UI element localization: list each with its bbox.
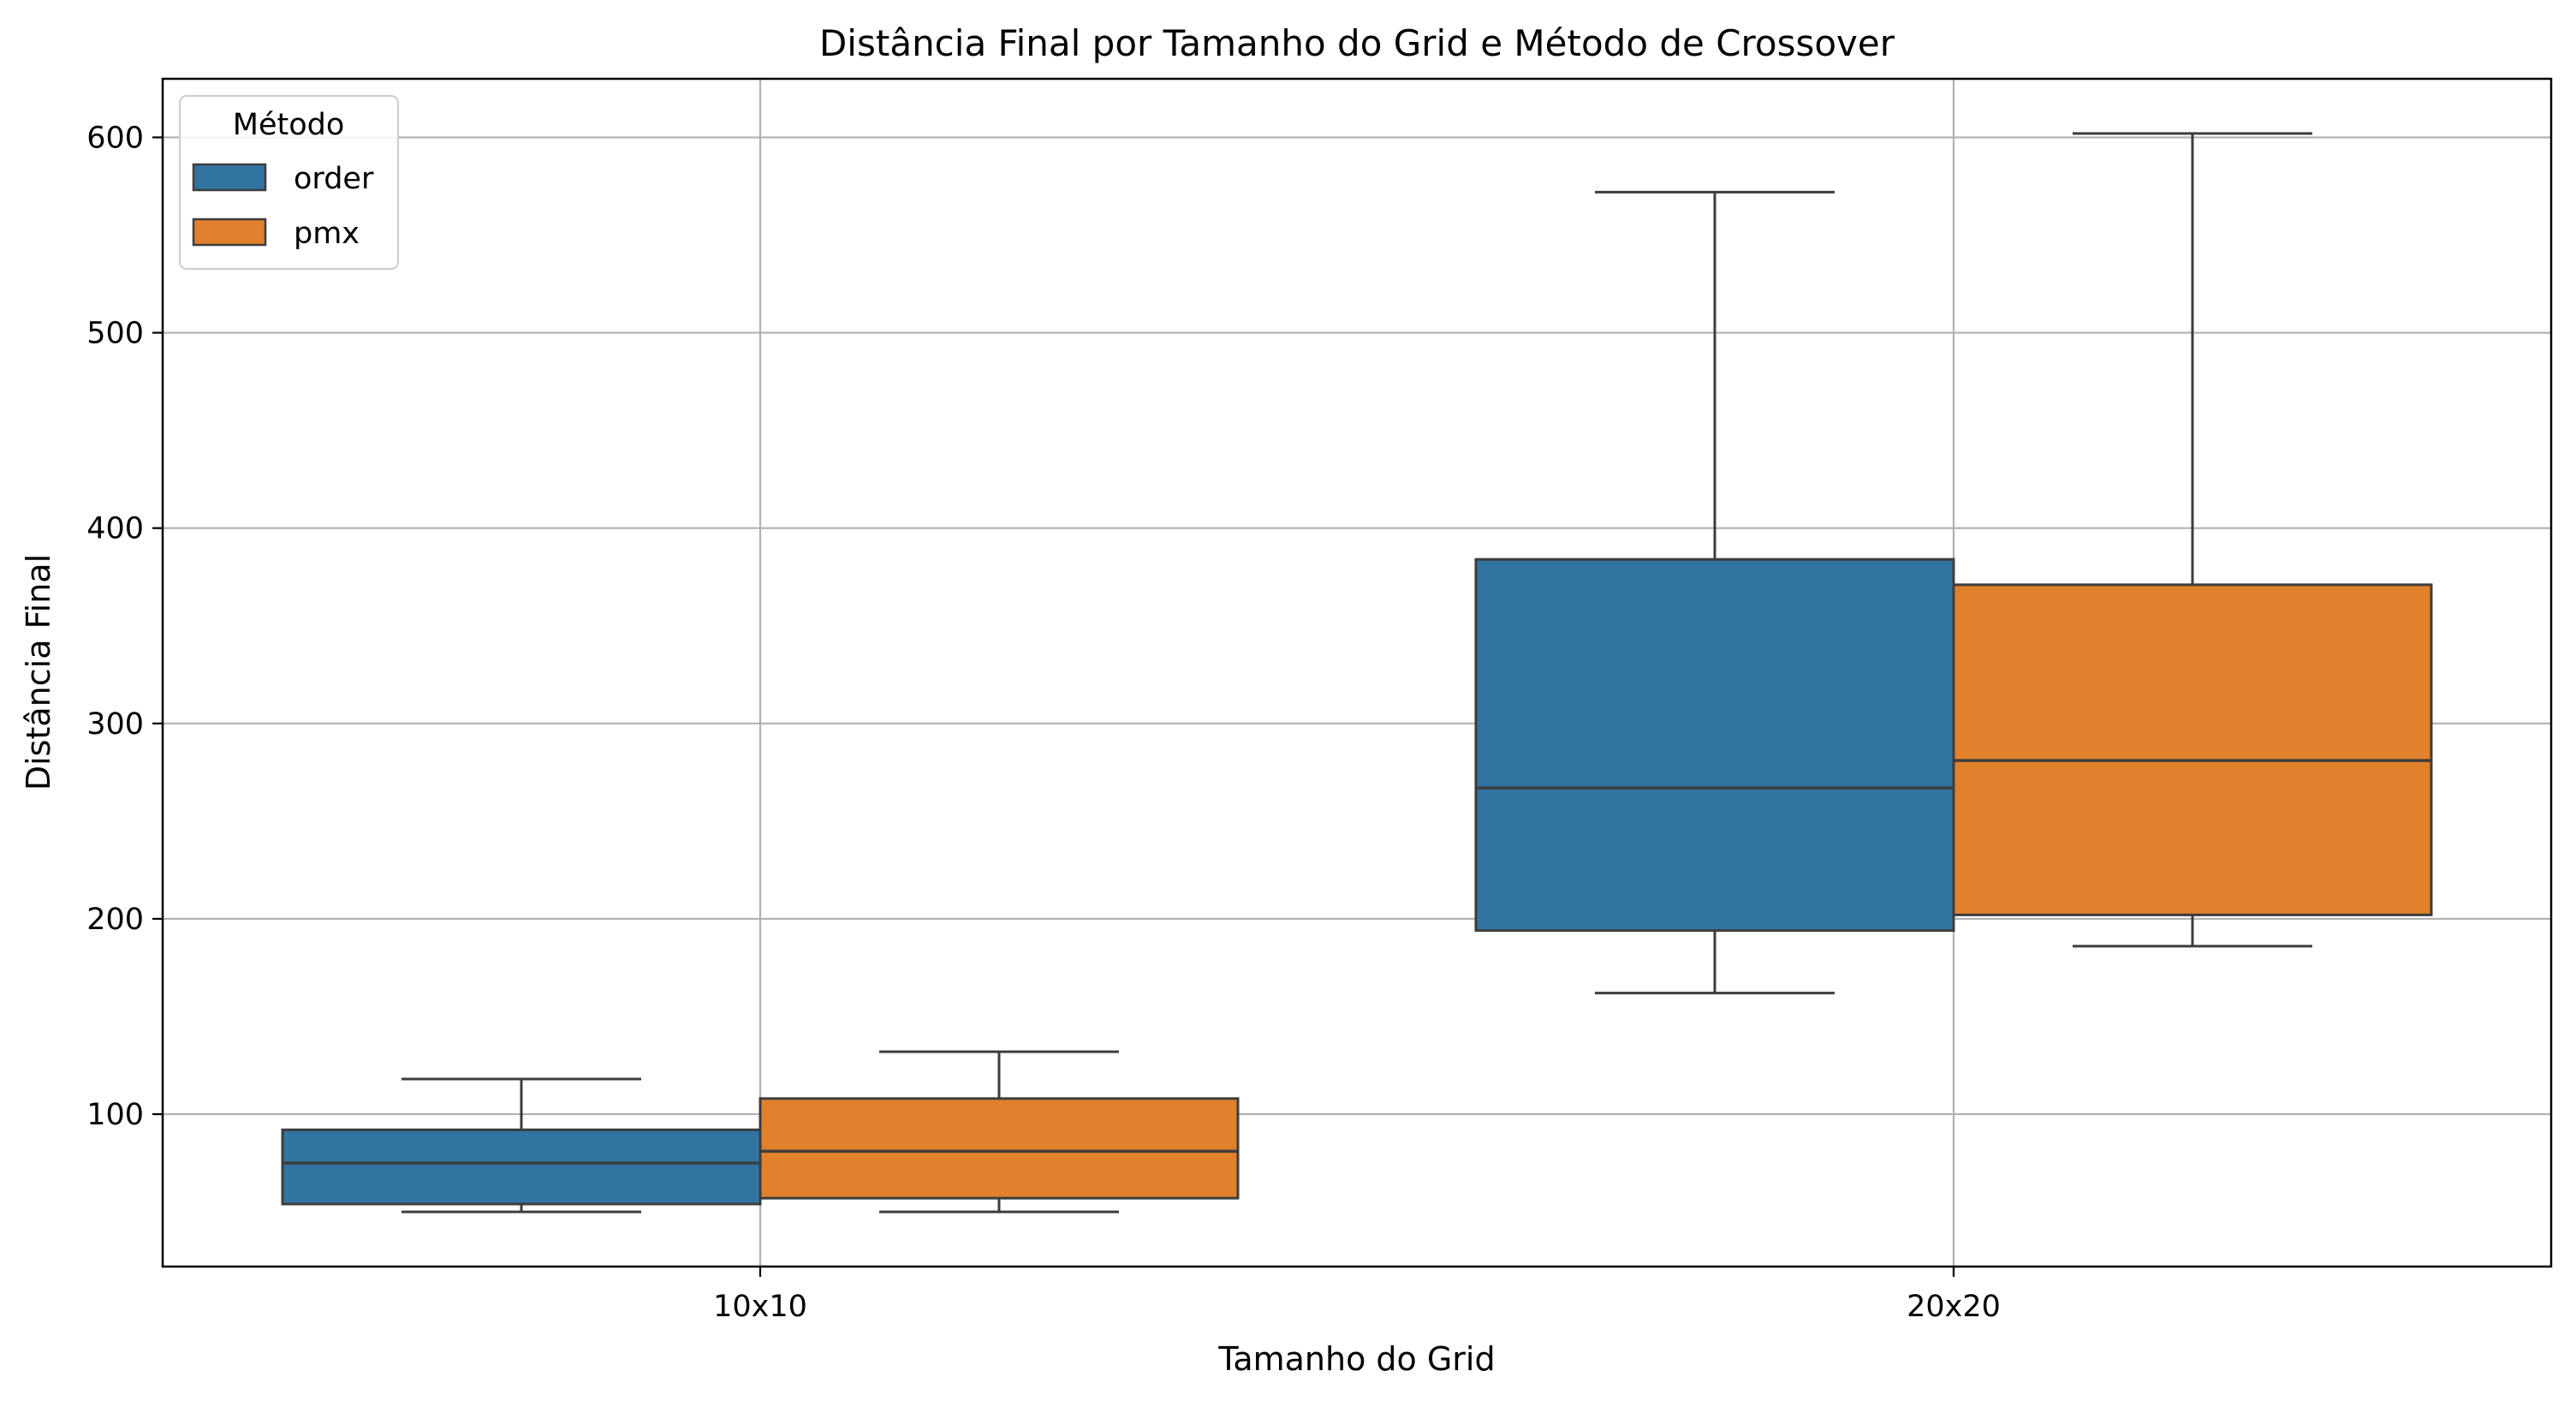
y-tick-label-300: 300 — [86, 707, 144, 742]
y-tick-label-200: 200 — [86, 903, 144, 937]
chart-title: Distância Final por Tamanho do Grid e Mé… — [819, 22, 1895, 64]
x-tick-label-20x20: 20x20 — [1907, 1290, 2001, 1324]
box-pmx-10x10 — [759, 1050, 1240, 1213]
legend-label-pmx: pmx — [294, 217, 360, 251]
iqr-box-order-10x10 — [281, 1128, 762, 1206]
x-axis-ticks: 10x10 20x20 — [713, 1267, 2001, 1324]
y-tick-label-500: 500 — [86, 317, 144, 351]
iqr-box-pmx-10x10 — [759, 1097, 1240, 1200]
box-pmx-20x20 — [1952, 132, 2433, 948]
legend-label-order: order — [294, 162, 374, 196]
y-tick-label-100: 100 — [86, 1098, 144, 1132]
box-order-10x10 — [281, 1077, 762, 1213]
iqr-box-order-20x20 — [1474, 557, 1955, 933]
y-axis-label: Distância Final — [20, 554, 57, 790]
y-tick-label-600: 600 — [86, 121, 144, 155]
box-order-20x20 — [1474, 190, 1955, 995]
x-tick-label-10x10: 10x10 — [713, 1290, 807, 1324]
legend-swatch-pmx — [192, 218, 267, 247]
legend-title: Método — [233, 108, 345, 142]
grid-lines — [163, 79, 2551, 1267]
x-axis-label: Tamanho do Grid — [1217, 1340, 1495, 1378]
axes-frame — [161, 77, 2553, 1268]
box-series — [281, 132, 2433, 1213]
legend-swatch-order — [192, 163, 267, 192]
y-axis-ticks: 100 200 300 400 500 600 — [86, 121, 163, 1132]
legend: Método order pmx — [179, 95, 399, 270]
y-tick-label-400: 400 — [86, 512, 144, 546]
iqr-box-pmx-20x20 — [1952, 583, 2433, 916]
